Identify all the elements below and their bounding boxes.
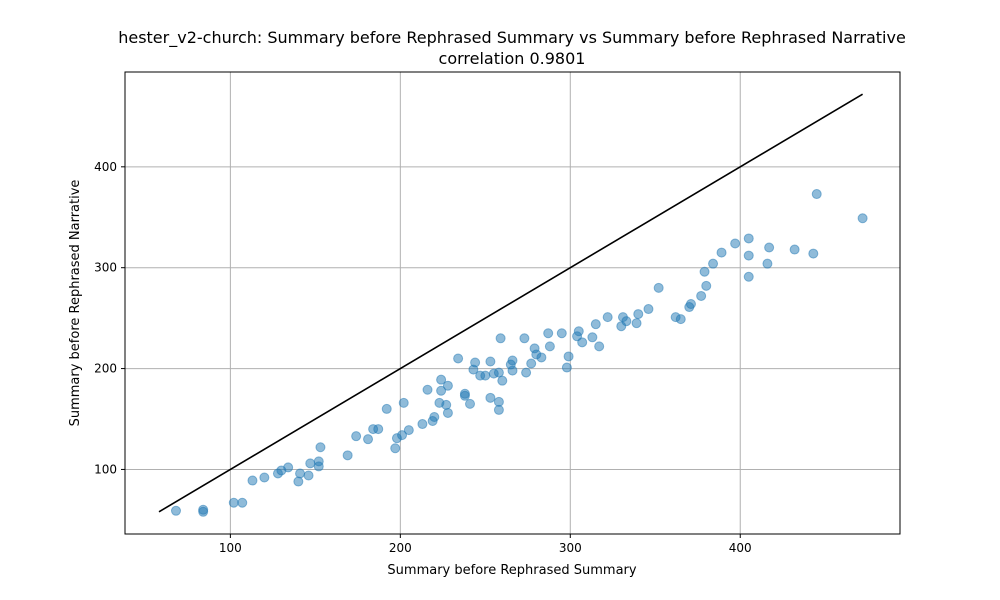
scatter-point bbox=[675, 314, 686, 325]
scatter-point bbox=[685, 299, 696, 310]
scatter-point bbox=[762, 258, 773, 269]
reference-line bbox=[158, 93, 864, 513]
scatter-point bbox=[577, 337, 588, 348]
scatter-point bbox=[743, 271, 754, 282]
scatter-point bbox=[653, 282, 664, 293]
scatter-point bbox=[789, 244, 800, 255]
y-tick-label: 200 bbox=[94, 362, 117, 376]
scatter-point bbox=[237, 497, 248, 508]
scatter-point bbox=[521, 367, 532, 378]
scatter-point bbox=[342, 450, 353, 461]
scatter-point bbox=[422, 384, 433, 395]
scatter-point bbox=[708, 258, 719, 269]
scatter-point bbox=[381, 403, 392, 414]
scatter-point bbox=[730, 238, 741, 249]
scatter-point bbox=[701, 280, 712, 291]
x-tick-label: 100 bbox=[219, 541, 242, 555]
scatter-point bbox=[417, 419, 428, 430]
scatter-point bbox=[764, 242, 775, 253]
x-tick-label: 200 bbox=[389, 541, 412, 555]
scatter-point bbox=[403, 425, 414, 436]
scatter-point bbox=[436, 374, 447, 385]
scatter-point bbox=[305, 458, 316, 469]
scatter-point bbox=[390, 443, 401, 454]
scatter-point bbox=[259, 472, 270, 483]
x-tick-label: 400 bbox=[729, 541, 752, 555]
y-axis-label: Summary before Rephrased Narrative bbox=[68, 180, 83, 427]
scatter-point bbox=[303, 470, 314, 481]
scatter-point bbox=[587, 332, 598, 343]
scatter-point bbox=[743, 233, 754, 244]
scatter-point bbox=[313, 456, 324, 467]
scatter-point bbox=[602, 312, 613, 323]
scatter-point bbox=[633, 309, 644, 320]
scatter-point bbox=[590, 319, 601, 330]
scatter-point bbox=[397, 430, 408, 441]
scatter-point bbox=[441, 399, 452, 410]
x-tick-label: 300 bbox=[559, 541, 582, 555]
scatter-point bbox=[507, 355, 518, 366]
scatter-point bbox=[643, 304, 654, 315]
chart-title: hester_v2-church: Summary before Rephras… bbox=[118, 28, 906, 48]
chart-subtitle: correlation 0.9801 bbox=[439, 49, 586, 68]
scatter-point bbox=[315, 442, 326, 453]
scatter-point bbox=[811, 189, 822, 200]
y-tick-label: 400 bbox=[94, 160, 117, 174]
scatter-point bbox=[480, 370, 491, 381]
scatter-point bbox=[696, 290, 707, 301]
scatter-point bbox=[699, 266, 710, 277]
scatter-point bbox=[573, 326, 584, 337]
scatter-point bbox=[198, 506, 209, 517]
scatter-point bbox=[485, 392, 496, 403]
plot-frame bbox=[124, 71, 901, 535]
scatter-point bbox=[453, 353, 464, 364]
scatter-point bbox=[373, 424, 384, 435]
scatter-point bbox=[716, 247, 727, 258]
scatter-point bbox=[857, 213, 868, 224]
scatter-point bbox=[544, 341, 555, 352]
scatter-point bbox=[621, 316, 632, 327]
scatter-point bbox=[519, 333, 530, 344]
scatter-point bbox=[563, 351, 574, 362]
scatter-point bbox=[398, 397, 409, 408]
scatter-point bbox=[493, 404, 504, 415]
scatter-point bbox=[363, 434, 374, 445]
scatter-point bbox=[526, 358, 537, 369]
x-axis-label: Summary before Rephrased Summary bbox=[387, 563, 636, 578]
scatter-point bbox=[497, 375, 508, 386]
reference-line-layer bbox=[158, 93, 864, 513]
scatter-point bbox=[429, 411, 440, 422]
scatter-point bbox=[442, 380, 453, 391]
y-axis-ticks: 100 200 300 400 bbox=[94, 160, 125, 476]
y-tick-label: 300 bbox=[94, 261, 117, 275]
scatter-point bbox=[228, 497, 239, 508]
scatter-point bbox=[283, 462, 294, 473]
scatter-point bbox=[507, 365, 518, 376]
scatter-point bbox=[495, 333, 506, 344]
scatter-point bbox=[631, 318, 642, 329]
x-axis-ticks: 100 200 300 400 bbox=[219, 534, 752, 555]
scatter-point bbox=[743, 250, 754, 261]
scatter-point bbox=[351, 431, 362, 442]
data-points bbox=[170, 189, 868, 517]
scatter-point bbox=[436, 385, 447, 396]
scatter-point bbox=[485, 356, 496, 367]
scatter-point bbox=[170, 505, 181, 516]
scatter-point bbox=[247, 475, 258, 486]
scatter-point bbox=[556, 328, 567, 339]
scatter-point bbox=[561, 362, 572, 373]
scatter-point bbox=[442, 407, 453, 418]
scatter-point bbox=[536, 352, 547, 363]
y-tick-label: 100 bbox=[94, 462, 117, 476]
scatter-point bbox=[470, 357, 481, 368]
scatter-point bbox=[465, 398, 476, 409]
scatter-point bbox=[808, 248, 819, 259]
scatter-point bbox=[293, 476, 304, 487]
scatter-point bbox=[543, 328, 554, 339]
scatter-point bbox=[295, 468, 306, 479]
scatter-point bbox=[459, 390, 470, 401]
scatter-point bbox=[594, 341, 605, 352]
